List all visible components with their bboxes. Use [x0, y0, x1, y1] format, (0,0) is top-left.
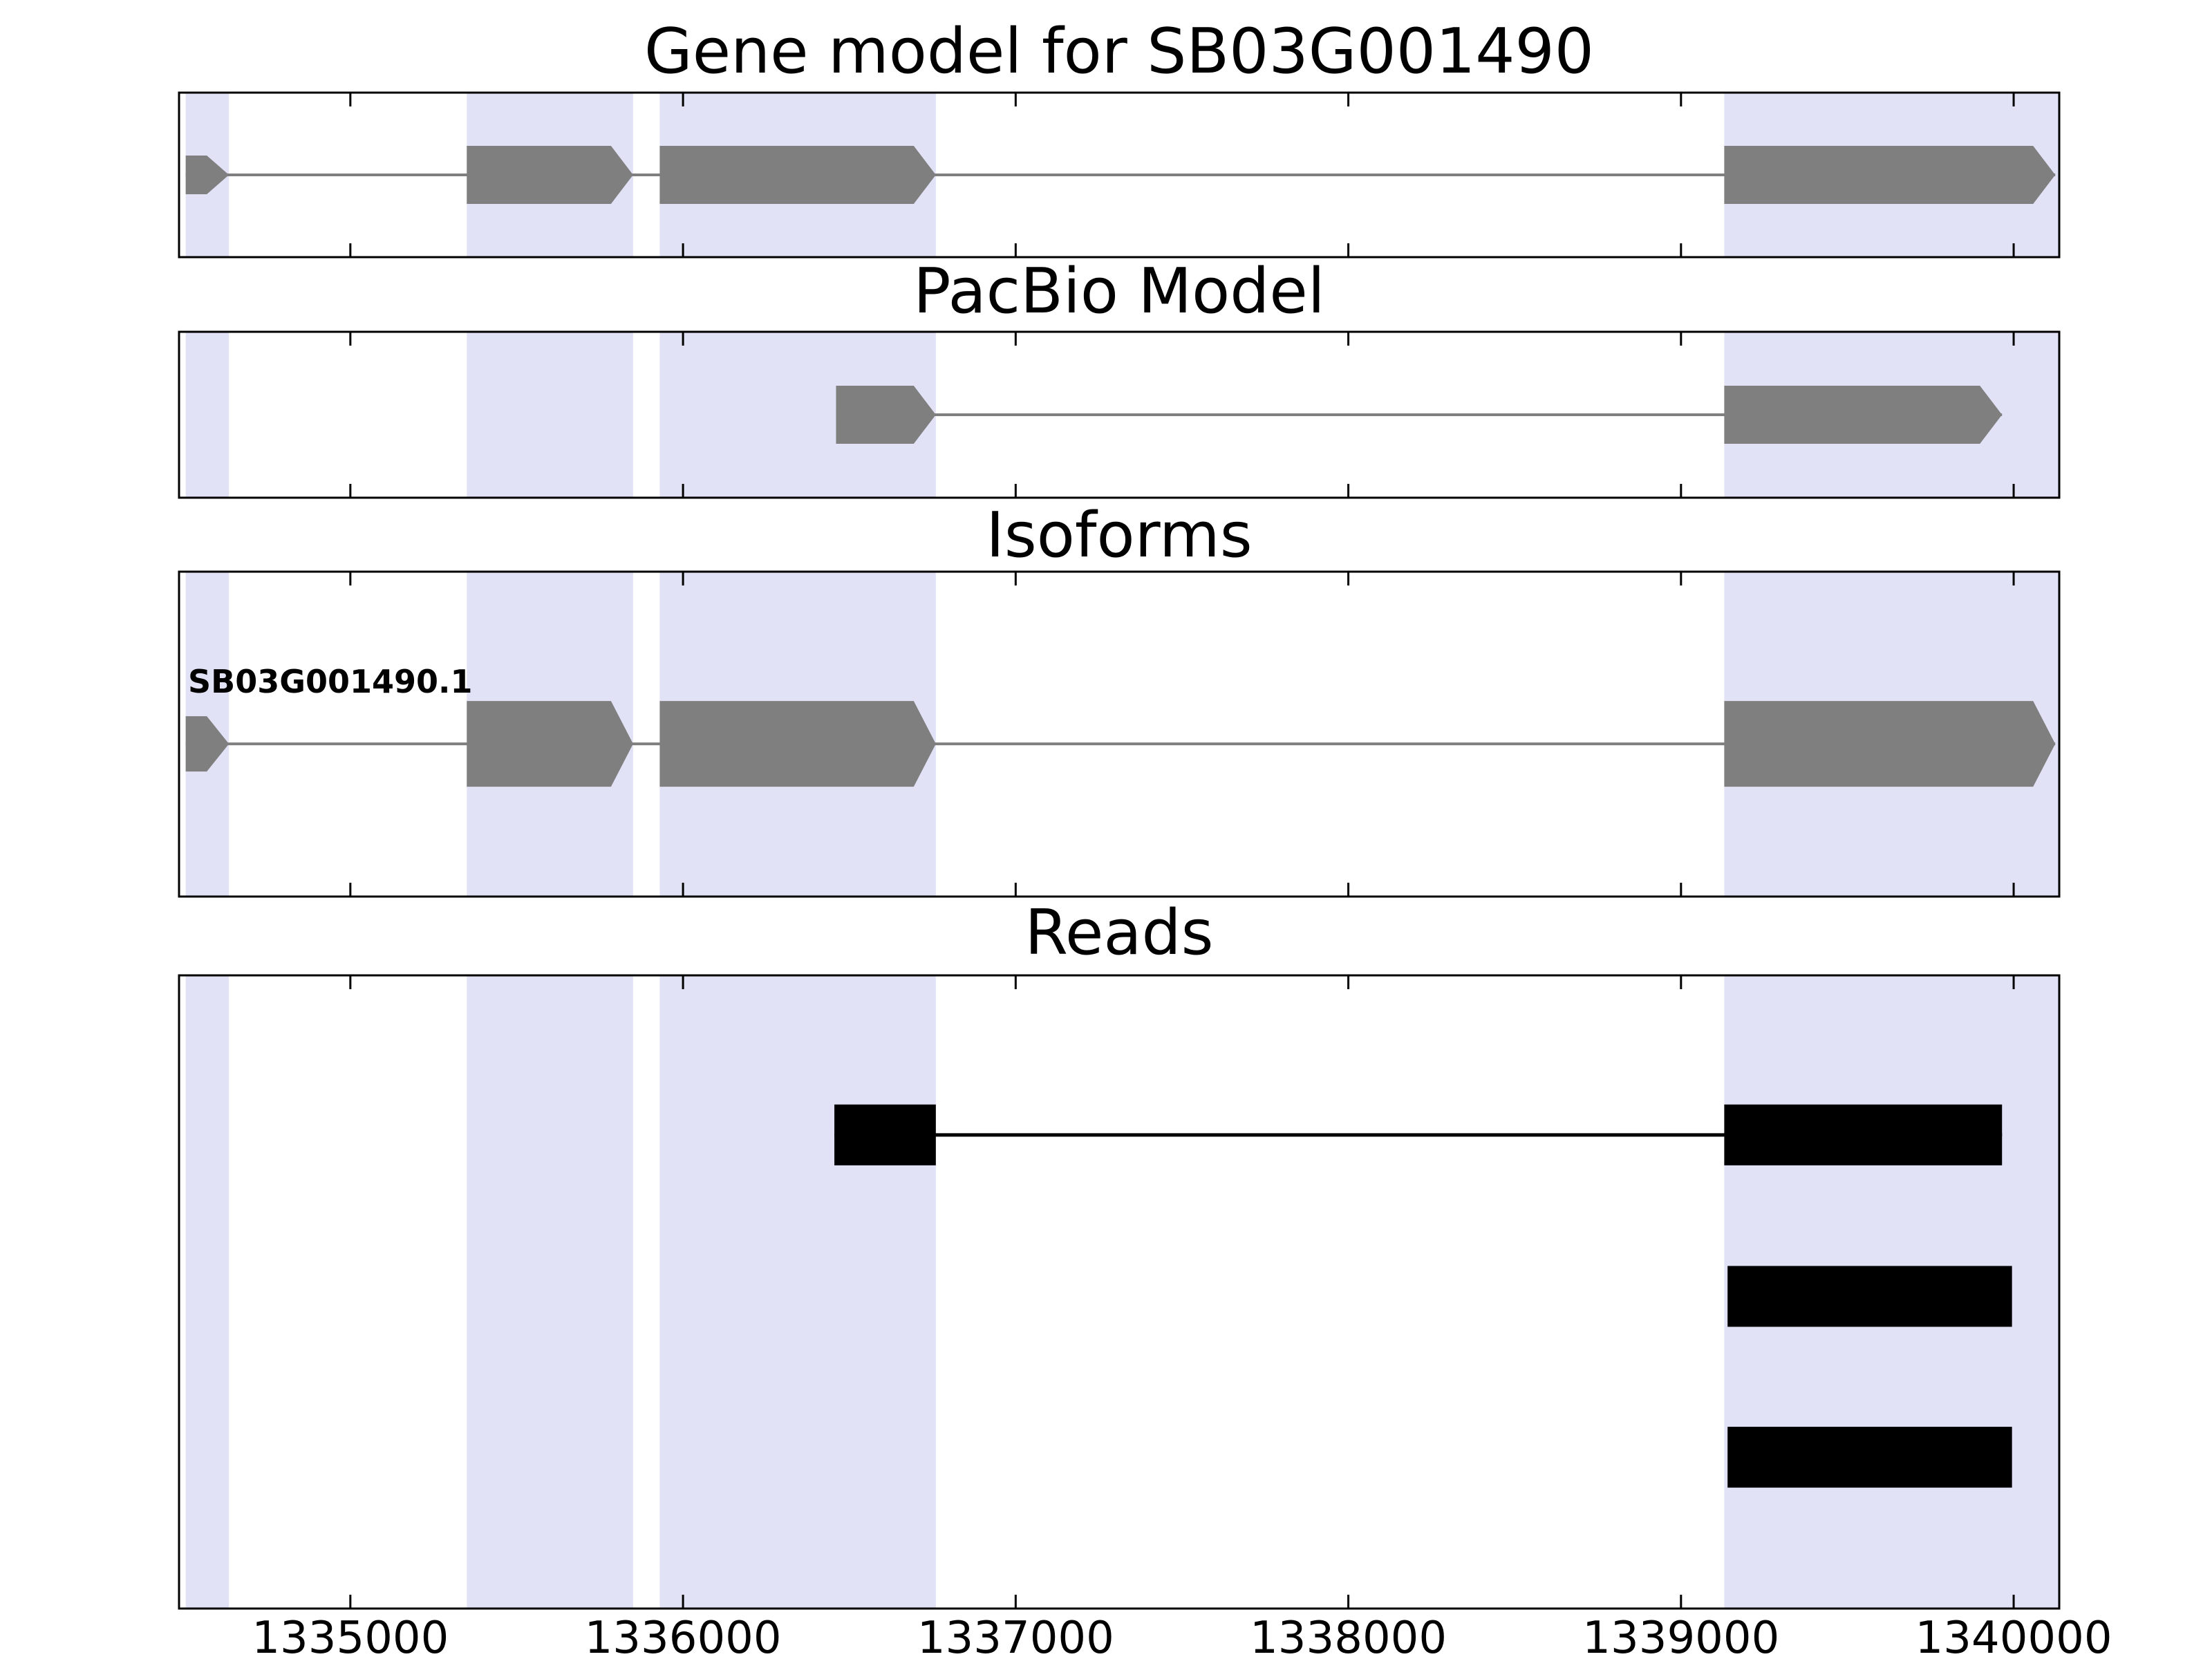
- text-layer: Gene model for SB03G001490 PacBio Model …: [188, 15, 1594, 969]
- isoform-feature-exon: [659, 701, 936, 787]
- isoform-feature-exon: [185, 716, 229, 772]
- gene-model-feature-exon: [659, 146, 936, 204]
- isoform-feature-exon: [1724, 701, 2056, 787]
- highlight-band: [467, 332, 633, 498]
- read-2-exon: [1727, 1266, 2012, 1327]
- isoform-label: SB03G001490.1: [188, 663, 472, 700]
- x-tick-label: 1339000: [1582, 1613, 1779, 1659]
- highlight-band: [185, 332, 229, 498]
- pacbio-model-feature-exon: [1724, 386, 2003, 444]
- x-tick-label: 1338000: [1250, 1613, 1447, 1659]
- read-1-exon: [834, 1104, 936, 1165]
- x-axis-tick-labels: 1335000 1336000 1337000 1338000 1339000 13400…: [252, 1613, 2112, 1659]
- panel-title-reads: Reads: [1024, 897, 1213, 969]
- x-tick-label: 1340000: [1915, 1613, 2112, 1659]
- panel-border: [178, 570, 2061, 898]
- x-tick-label: 1337000: [917, 1613, 1114, 1659]
- axes-layer: [178, 91, 2061, 1610]
- panel-title-pacbio-model: PacBio Model: [913, 255, 1325, 328]
- panel-title-gene-model: Gene model for SB03G001490: [644, 15, 1594, 88]
- pacbio-model-feature-exon: [836, 386, 936, 444]
- highlight-band: [467, 975, 633, 1609]
- gene-model-feature-exon: [467, 146, 633, 204]
- panel-border: [178, 330, 2061, 499]
- highlight-band: [185, 975, 229, 1609]
- isoform-feature-exon: [467, 701, 633, 787]
- features-layer: [185, 146, 2056, 1488]
- panel-border: [178, 974, 2061, 1610]
- x-tick-label: 1335000: [252, 1613, 449, 1659]
- gene-model-feature-exon: [185, 156, 229, 194]
- highlight-band: [659, 975, 936, 1609]
- gene-model-feature-exon: [1724, 146, 2056, 204]
- read-1-exon: [1724, 1104, 2003, 1165]
- read-3-exon: [1727, 1427, 2012, 1488]
- panel-border: [178, 91, 2061, 259]
- panel-title-isoforms: Isoforms: [986, 499, 1252, 572]
- x-tick-label: 1336000: [585, 1613, 782, 1659]
